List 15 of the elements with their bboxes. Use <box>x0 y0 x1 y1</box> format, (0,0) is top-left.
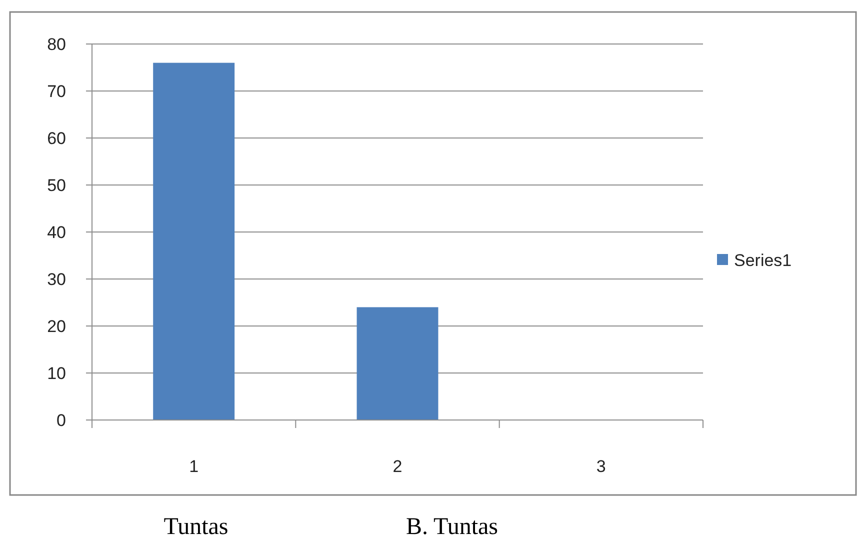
y-tick-label: 40 <box>47 222 66 242</box>
text: B. Tuntas <box>406 514 498 539</box>
y-tick-label: 20 <box>47 316 66 336</box>
y-tick-label: 30 <box>47 270 66 289</box>
y-tick-label: 80 <box>47 34 66 54</box>
x-tick-label: 1 <box>189 457 199 476</box>
x-tick-label: 2 <box>392 457 402 476</box>
y-tick-label: 10 <box>47 364 66 383</box>
y-tick-label: 50 <box>47 176 66 195</box>
y-tick-label: 70 <box>47 82 66 101</box>
text: Tuntas <box>164 514 228 539</box>
x-tick-label: 3 <box>596 457 606 476</box>
y-tick-label: 0 <box>56 410 66 430</box>
legend-label: Series1 <box>734 250 792 270</box>
y-tick-label: 60 <box>47 128 66 148</box>
